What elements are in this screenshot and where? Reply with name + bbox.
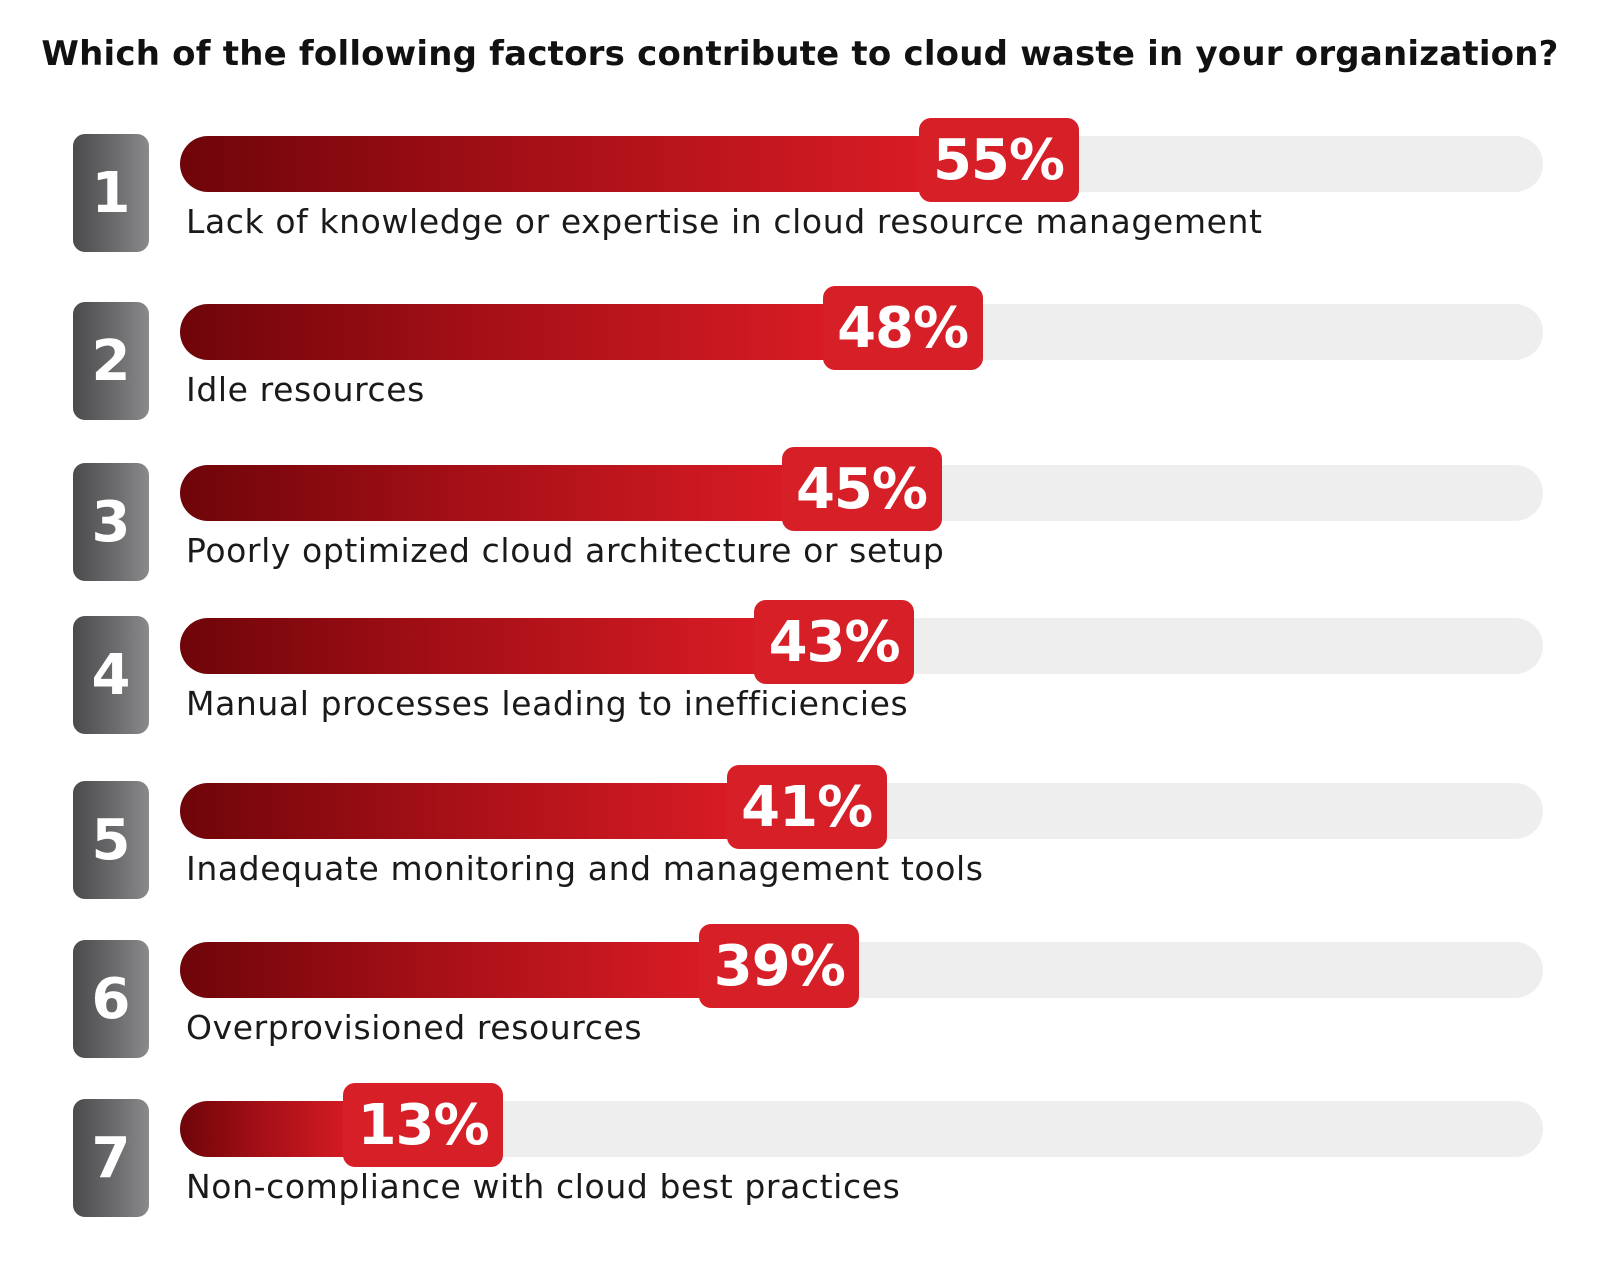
bar-row: 2 48% Idle resources xyxy=(0,286,1600,422)
value-label: 39% xyxy=(699,924,860,1008)
value-label: 41% xyxy=(726,765,887,849)
rank-badge: 1 xyxy=(73,134,149,252)
rank-badge: 5 xyxy=(73,781,149,899)
bar-track: 13% xyxy=(180,1083,1543,1167)
bar-fill xyxy=(180,942,715,998)
category-label: Idle resources xyxy=(186,370,425,409)
rank-badge: 2 xyxy=(73,302,149,420)
rank-badge: 6 xyxy=(73,940,149,1058)
category-label: Overprovisioned resources xyxy=(186,1008,643,1047)
rank-badge: 4 xyxy=(73,616,149,734)
value-label: 43% xyxy=(754,600,915,684)
bar-row: 6 39% Overprovisioned resources xyxy=(0,924,1600,1060)
category-label: Non-compliance with cloud best practices xyxy=(186,1167,901,1206)
bar-track: 41% xyxy=(180,765,1543,849)
bar-track: 48% xyxy=(180,286,1543,370)
bar-fill xyxy=(180,304,838,360)
category-label: Inadequate monitoring and management too… xyxy=(186,849,984,888)
bar-row: 7 13% Non-compliance with cloud best pract… xyxy=(0,1083,1600,1219)
value-label: 13% xyxy=(343,1083,504,1167)
bar-row: 3 45% Poorly optimized cloud architecture … xyxy=(0,447,1600,583)
value-label: 45% xyxy=(781,447,942,531)
category-label: Lack of knowledge or expertise in cloud … xyxy=(186,202,1263,241)
category-label: Manual processes leading to inefficienci… xyxy=(186,684,909,723)
bar-row: 5 41% Inadequate monitoring and management… xyxy=(0,765,1600,901)
bar-track: 55% xyxy=(180,118,1543,202)
rank-badge: 3 xyxy=(73,463,149,581)
bar-fill xyxy=(180,618,770,674)
bar-row: 4 43% Manual processes leading to ineffici… xyxy=(0,600,1600,736)
category-label: Poorly optimized cloud architecture or s… xyxy=(186,531,945,570)
rank-badge: 7 xyxy=(73,1099,149,1217)
bar-fill xyxy=(180,136,934,192)
bar-fill xyxy=(180,465,797,521)
bar-fill xyxy=(180,1101,359,1157)
chart-title: Which of the following factors contribut… xyxy=(41,34,1559,74)
value-label: 48% xyxy=(822,286,983,370)
bar-row: 1 55% Lack of knowledge or expertise in cl… xyxy=(0,118,1600,254)
bar-track: 45% xyxy=(180,447,1543,531)
value-label: 55% xyxy=(918,118,1079,202)
bar-track: 43% xyxy=(180,600,1543,684)
bar-fill xyxy=(180,783,742,839)
bar-track: 39% xyxy=(180,924,1543,1008)
